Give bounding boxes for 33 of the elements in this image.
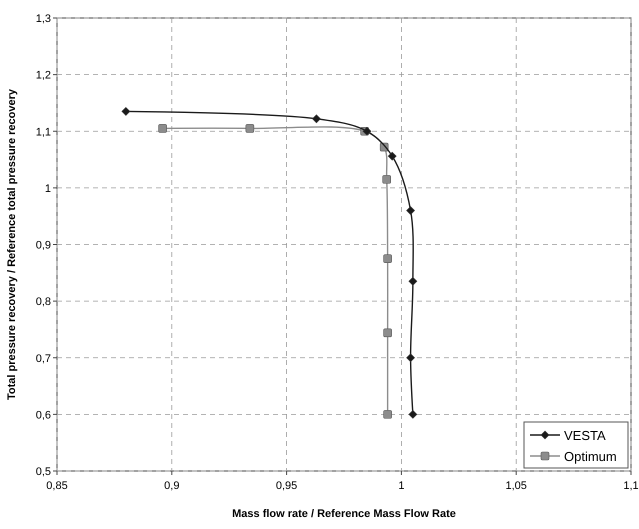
point: [406, 353, 415, 362]
point: [408, 277, 418, 286]
point: [246, 124, 254, 133]
point: [383, 254, 392, 263]
point: [408, 410, 418, 419]
x-tick-label: 1,05: [505, 480, 527, 492]
point: [362, 126, 372, 136]
y-tick-label: 0,6: [36, 409, 51, 422]
point: [122, 107, 130, 116]
point: [383, 410, 392, 419]
y-tick-label: 0,8: [36, 296, 51, 308]
x-tick-label: 0,9: [164, 480, 180, 492]
x-tick-label: 1: [398, 480, 404, 492]
y-tick-label: 0,7: [36, 352, 51, 365]
y-tick-label: 0,5: [36, 466, 51, 478]
x-tick-label: 0,85: [46, 480, 68, 492]
x-axis-title: Mass flow rate / Reference Mass Flow Rate: [232, 508, 456, 520]
point: [158, 124, 167, 133]
point: [388, 152, 397, 160]
x-tick-label: 0,95: [276, 480, 298, 492]
y-tick-label: 1,2: [36, 70, 51, 82]
point: [312, 114, 321, 124]
point: [382, 175, 392, 184]
point: [406, 206, 415, 215]
y-tick-label: 1: [44, 182, 51, 195]
point: [383, 328, 392, 338]
legend-label: VESTA: [564, 428, 606, 443]
legend-label: Optimum: [564, 449, 617, 464]
y-tick-label: 1,3: [36, 13, 51, 25]
y-tick-label: 1,1: [36, 126, 51, 138]
y-axis-title: Total pressure recovery / Reference total pressure recovery: [6, 88, 18, 400]
x-tick-label: 1,1: [623, 480, 639, 492]
y-tick-label: 0,9: [36, 240, 51, 252]
